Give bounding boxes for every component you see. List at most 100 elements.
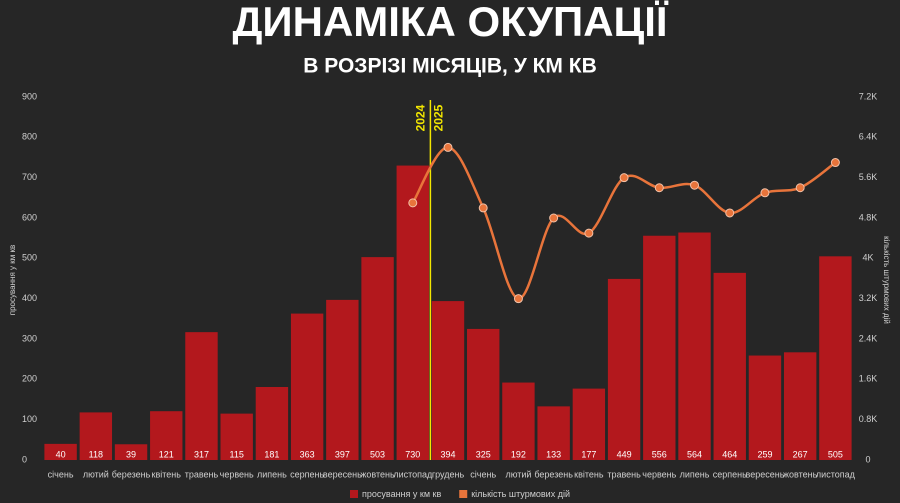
line-point (478, 203, 488, 213)
bar-value-label: 363 (300, 449, 315, 459)
y-tick-label: 600 (22, 212, 37, 222)
annotation: 2025 (432, 104, 446, 131)
bar (290, 313, 324, 460)
bar-value-label: 177 (581, 449, 596, 459)
x-tick-label: вересень (323, 469, 362, 479)
bar-value-label: 394 (440, 449, 455, 459)
bar (185, 332, 218, 460)
line-point (795, 183, 805, 193)
x-tick-label: листопад (816, 469, 856, 479)
x-tick-label: лютий (83, 469, 109, 479)
x-tick-label: січень (470, 469, 496, 479)
bar-value-label: 730 (405, 449, 420, 459)
x-tick-label: липень (257, 469, 287, 479)
legend-swatch (459, 490, 468, 498)
y2-tick-label: 4.8K (859, 212, 878, 222)
y2-tick-label: 5.6K (859, 172, 878, 182)
bar (255, 386, 289, 460)
bar (150, 411, 183, 460)
x-tick-label: лютий (505, 469, 531, 479)
x-tick-label: червень (220, 469, 254, 479)
bar-value-label: 192 (511, 449, 526, 459)
bar (783, 352, 817, 460)
legend-label: кількість штурмових дій (471, 489, 570, 499)
bar-value-label: 259 (757, 449, 772, 459)
line-point (443, 142, 453, 152)
y2-tick-label: 0 (865, 454, 870, 464)
bar (748, 355, 782, 460)
x-tick-label: липень (680, 469, 710, 479)
y2-tick-label: 6.4K (859, 132, 878, 142)
y-tick-label: 100 (22, 414, 37, 424)
x-tick-label: квітень (152, 469, 182, 479)
x-tick-label: січень (48, 469, 74, 479)
bar (819, 256, 852, 460)
bar-value-label: 564 (687, 449, 702, 459)
y-tick-label: 400 (22, 293, 37, 303)
bar (572, 388, 606, 460)
y-tick-label: 0 (22, 454, 27, 464)
bar-value-label: 39 (126, 449, 136, 459)
bar (431, 301, 465, 460)
bar-value-label: 40 (56, 449, 66, 459)
x-tick-label: березень (112, 469, 151, 479)
y2-tick-label: 2.4K (859, 333, 878, 343)
line-point (760, 188, 770, 198)
x-tick-label: квітень (574, 469, 604, 479)
bar-value-label: 397 (335, 449, 350, 459)
bar (607, 278, 641, 460)
y2-tick-label: 0.8K (859, 414, 878, 424)
bar-value-label: 133 (546, 449, 561, 459)
x-tick-label: жовтень (783, 469, 818, 479)
bar (114, 444, 148, 460)
line-point (584, 228, 594, 238)
x-tick-label: червень (642, 469, 676, 479)
bar (79, 412, 113, 460)
legend-label: просування у км кв (362, 489, 441, 499)
bar (44, 443, 77, 460)
bar-value-label: 503 (370, 449, 385, 459)
bar (326, 299, 359, 460)
x-tick-label: вересень (746, 469, 785, 479)
y2-axis-title: кількість штурмових дій (882, 236, 891, 324)
bar (643, 235, 676, 460)
x-tick-label: жовтень (360, 469, 395, 479)
bar (713, 272, 746, 460)
y2-tick-label: 7.2K (859, 91, 878, 101)
line-point (408, 198, 418, 208)
line-point (830, 158, 840, 168)
line-point (654, 183, 664, 193)
x-tick-label: березень (534, 469, 573, 479)
line-point (549, 213, 559, 223)
legend-swatch (350, 490, 358, 498)
bar (502, 382, 535, 460)
x-tick-label: травень (185, 469, 219, 479)
y2-tick-label: 4K (862, 253, 873, 263)
x-tick-label: листопад (393, 469, 433, 479)
bar-value-label: 449 (617, 449, 632, 459)
y-axis-title: просування у км кв (8, 245, 17, 315)
annotation: 2024 (414, 104, 428, 131)
bar (537, 406, 570, 460)
x-tick-label: серпень (713, 469, 747, 479)
bar-value-label: 317 (194, 449, 209, 459)
bar-value-label: 118 (89, 449, 103, 459)
line-point (619, 173, 629, 183)
bar-value-label: 505 (828, 449, 843, 459)
y-tick-label: 800 (22, 132, 37, 142)
chart-title: ДИНАМІКА ОКУПАЦІЇ (233, 0, 669, 45)
line-point (513, 294, 523, 304)
y2-tick-label: 3.2K (859, 293, 878, 303)
x-tick-label: травень (607, 469, 641, 479)
bar (467, 328, 500, 460)
bar-value-label: 121 (159, 449, 174, 459)
line-point (725, 208, 735, 218)
chart-subtitle: В РОЗРІЗІ МІСЯЦІВ, У КМ КВ (303, 55, 597, 78)
y2-tick-label: 1.6K (859, 374, 878, 384)
line-point (690, 180, 700, 190)
bar-value-label: 325 (476, 449, 491, 459)
bar (678, 232, 711, 460)
bar-value-label: 267 (793, 449, 808, 459)
bar-value-label: 115 (230, 449, 244, 459)
